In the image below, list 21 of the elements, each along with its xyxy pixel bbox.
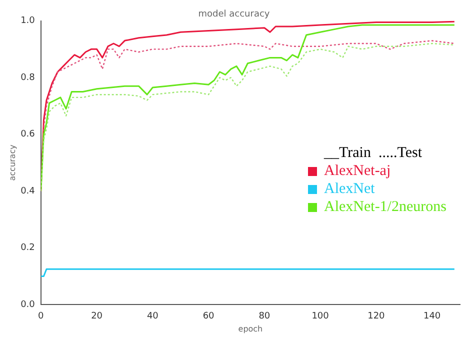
x-tick-label: 120 bbox=[368, 311, 386, 322]
x-tick-label: 140 bbox=[423, 311, 441, 322]
y-tick-label: 0.6 bbox=[20, 130, 36, 140]
chart-title: model accuracy bbox=[198, 10, 270, 20]
y-tick-label: 0.4 bbox=[20, 186, 36, 196]
legend-label: AlexNet-aj bbox=[324, 162, 391, 180]
y-tick-label: 0.2 bbox=[20, 243, 35, 254]
x-tick-label: 40 bbox=[146, 311, 159, 322]
x-tick-label: 60 bbox=[202, 311, 215, 322]
x-tick-label: 0 bbox=[38, 311, 44, 322]
y-axis-title: accuracy bbox=[8, 144, 17, 181]
x-tick-label: 100 bbox=[312, 311, 330, 322]
legend-label: AlexNet bbox=[324, 180, 375, 198]
legend-title: __Train .....Test bbox=[322, 144, 423, 162]
y-tick-label: 0.0 bbox=[20, 300, 36, 310]
x-axis-title: epoch bbox=[238, 324, 263, 334]
y-tick-label: 1.0 bbox=[20, 16, 36, 26]
x-tick-label: 20 bbox=[91, 311, 103, 322]
x-tick-label: 80 bbox=[258, 311, 270, 322]
legend-label: AlexNet-1/2neurons bbox=[324, 198, 446, 216]
y-tick-label: 0.8 bbox=[20, 72, 36, 83]
